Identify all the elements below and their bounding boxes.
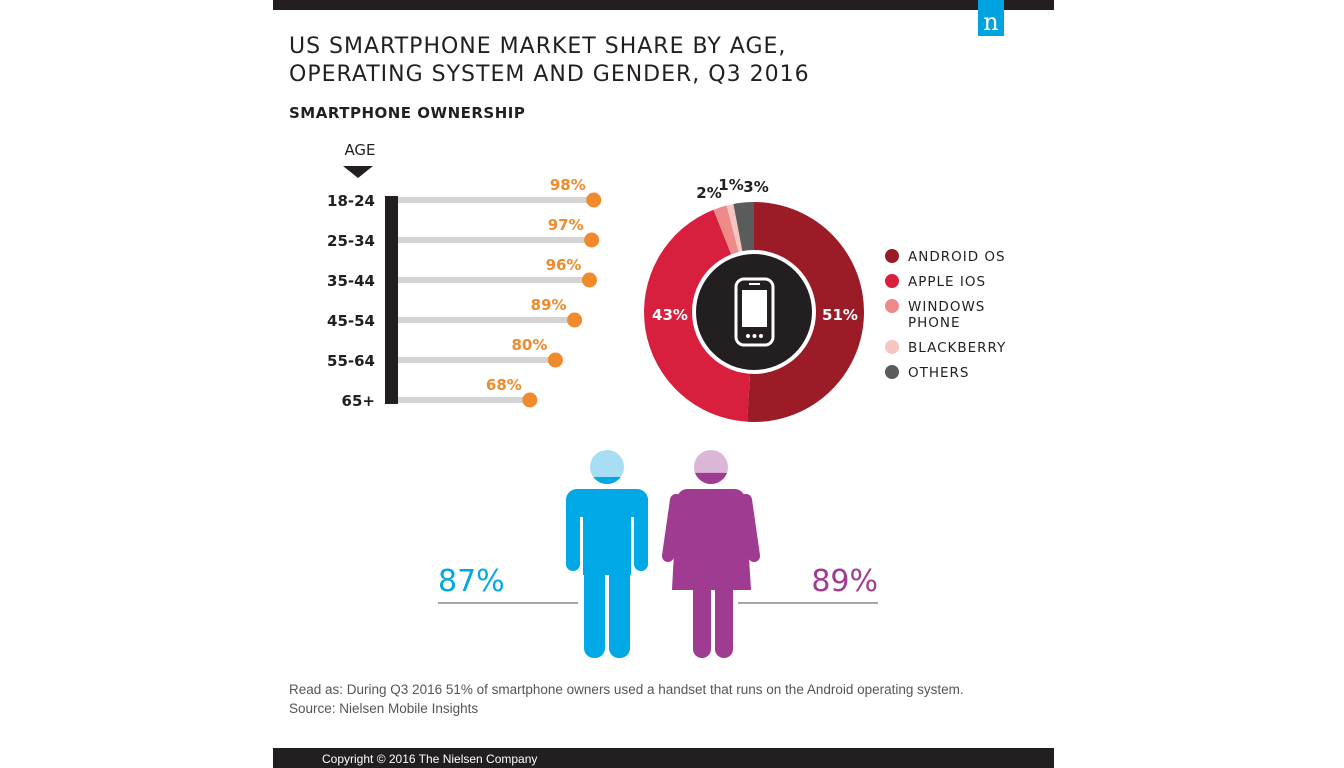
source-note: Source: Nielsen Mobile Insights <box>289 701 478 716</box>
age-category-label: 55-64 <box>327 352 375 370</box>
age-category-label: 65+ <box>342 392 375 410</box>
age-bar <box>398 397 530 403</box>
copyright: Copyright © 2016 The Nielsen Company <box>322 752 537 766</box>
legend-swatch-apple <box>885 274 899 288</box>
legend-others: OTHERS <box>908 365 970 381</box>
age-axis-bar <box>385 196 398 404</box>
read-as-note: Read as: During Q3 2016 51% of smartphon… <box>289 682 964 697</box>
age-value-label: 80% <box>511 336 547 354</box>
female-figure-icon <box>662 450 760 658</box>
male-value-label: 87% <box>438 564 505 599</box>
age-value-label: 97% <box>548 216 584 234</box>
title-line-2: OPERATING SYSTEM AND GENDER, Q3 2016 <box>289 62 810 87</box>
age-value-label: 98% <box>550 176 586 194</box>
age-value-label: 96% <box>546 256 582 274</box>
age-bar-dot <box>584 232 600 248</box>
top-bar <box>273 0 1054 10</box>
age-axis-label: AGE <box>344 141 375 159</box>
legend-swatch-android <box>885 249 899 263</box>
legend: ANDROID OS APPLE IOS WINDOWS PHONE BLACKB… <box>885 249 1006 381</box>
logo-box <box>978 0 1004 36</box>
legend-swatch-windows <box>885 299 899 313</box>
legend-android: ANDROID OS <box>908 249 1006 265</box>
subtitle: SMARTPHONE OWNERSHIP <box>289 104 525 122</box>
age-bar-dot <box>567 312 583 328</box>
legend-apple: APPLE IOS <box>908 274 986 290</box>
age-bar <box>398 197 594 203</box>
age-bar <box>398 357 556 363</box>
slice-label-windows: 2% <box>696 184 721 202</box>
legend-blackberry: BLACKBERRY <box>908 340 1006 356</box>
smartphone-icon <box>734 277 775 347</box>
male-figure-icon <box>566 450 648 658</box>
slice-label-blackberry: 1% <box>718 176 743 194</box>
age-bar-dot <box>581 272 597 288</box>
age-bar <box>398 277 590 283</box>
title-line-1: US SMARTPHONE MARKET SHARE BY AGE, <box>289 34 786 59</box>
age-down-arrow-icon <box>343 166 373 178</box>
age-category-label: 35-44 <box>327 272 375 290</box>
slice-label-apple: 43% <box>652 306 688 324</box>
age-category-label: 25-34 <box>327 232 375 250</box>
slice-label-android: 51% <box>822 306 858 324</box>
legend-swatch-blackberry <box>885 340 899 354</box>
age-value-label: 68% <box>486 376 522 394</box>
logo-letter: n <box>983 8 998 36</box>
age-bar-dot <box>586 192 602 208</box>
footer-bar <box>273 748 1054 768</box>
legend-swatch-others <box>885 365 899 379</box>
age-category-label: 18-24 <box>327 192 375 210</box>
nielsen-logo: n <box>978 0 1004 36</box>
age-bar-dot <box>522 392 538 408</box>
slice-label-others: 3% <box>743 178 768 196</box>
age-bar-dot <box>547 352 563 368</box>
age-bar <box>398 317 575 323</box>
legend-windows: WINDOWS PHONE <box>908 299 985 331</box>
age-category-label: 45-54 <box>327 312 375 330</box>
age-value-label: 89% <box>531 296 567 314</box>
age-bar <box>398 237 592 243</box>
female-value-label: 89% <box>811 564 878 599</box>
